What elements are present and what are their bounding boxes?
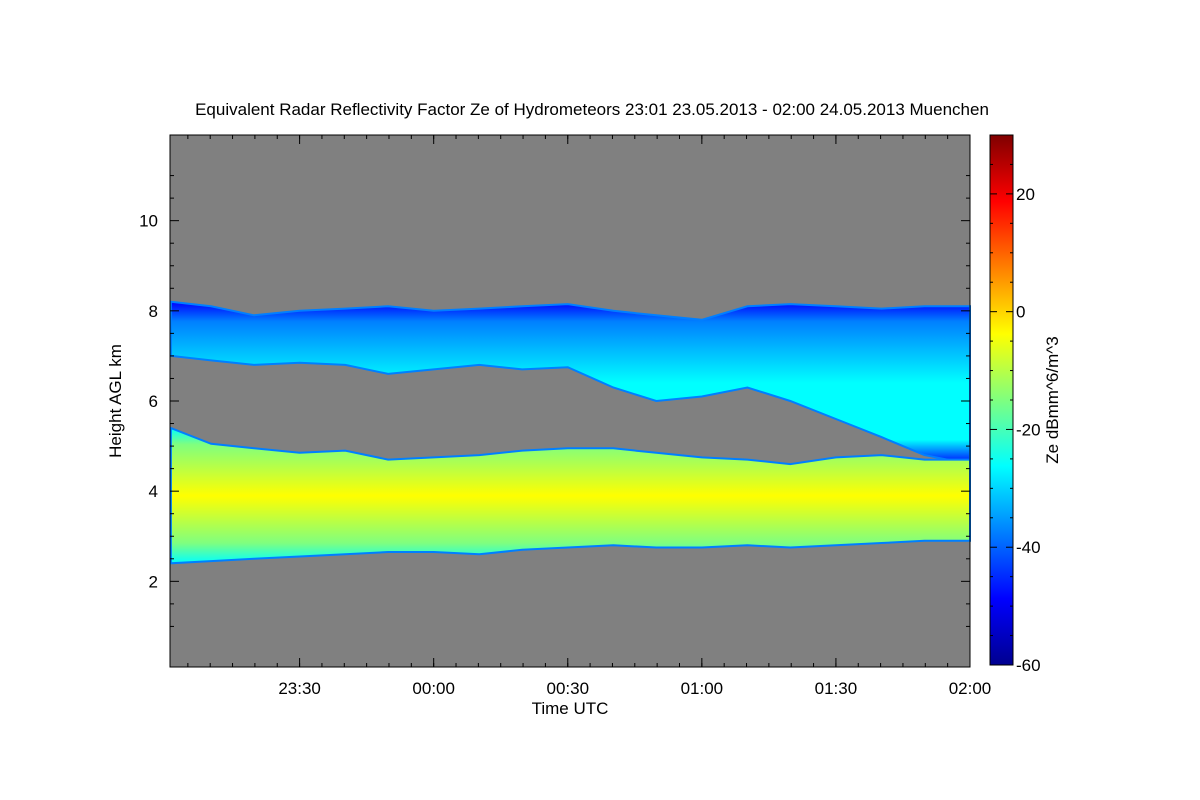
- chart-title: Equivalent Radar Reflectivity Factor Ze …: [195, 100, 989, 119]
- x-tick-label: 00:30: [546, 679, 589, 698]
- x-tick-label: 01:00: [681, 679, 724, 698]
- colorbar-tick-label: 0: [1016, 303, 1025, 322]
- y-axis: 2 4 6 8 10: [139, 175, 970, 627]
- x-axis-label: Time UTC: [532, 699, 609, 718]
- y-tick-label: 8: [149, 302, 158, 321]
- colorbar: -60 -40 -20 0 20: [989, 134, 1041, 675]
- x-tick-label: 23:30: [278, 679, 321, 698]
- colorbar-tick-label: -20: [1016, 420, 1041, 439]
- colorbar-tick-label: -40: [1016, 538, 1041, 557]
- x-tick-label: 00:00: [412, 679, 455, 698]
- y-axis-label: Height AGL km: [106, 344, 125, 458]
- x-axis: 23:30 00:00 00:30 01:00 01:30 02:00: [187, 135, 992, 698]
- y-tick-label: 4: [149, 482, 158, 501]
- colorbar-tick-label: 20: [1016, 185, 1035, 204]
- x-tick-label: 02:00: [949, 679, 992, 698]
- y-tick-label: 6: [149, 392, 158, 411]
- colorbar-tick-label: -60: [1016, 656, 1041, 675]
- y-tick-label: 2: [149, 572, 158, 591]
- colorbar-gradient: [989, 134, 1014, 666]
- y-tick-label: 10: [139, 212, 158, 231]
- colorbar-label: Ze dBmm^6/m^3: [1043, 336, 1062, 463]
- x-tick-label: 01:30: [815, 679, 858, 698]
